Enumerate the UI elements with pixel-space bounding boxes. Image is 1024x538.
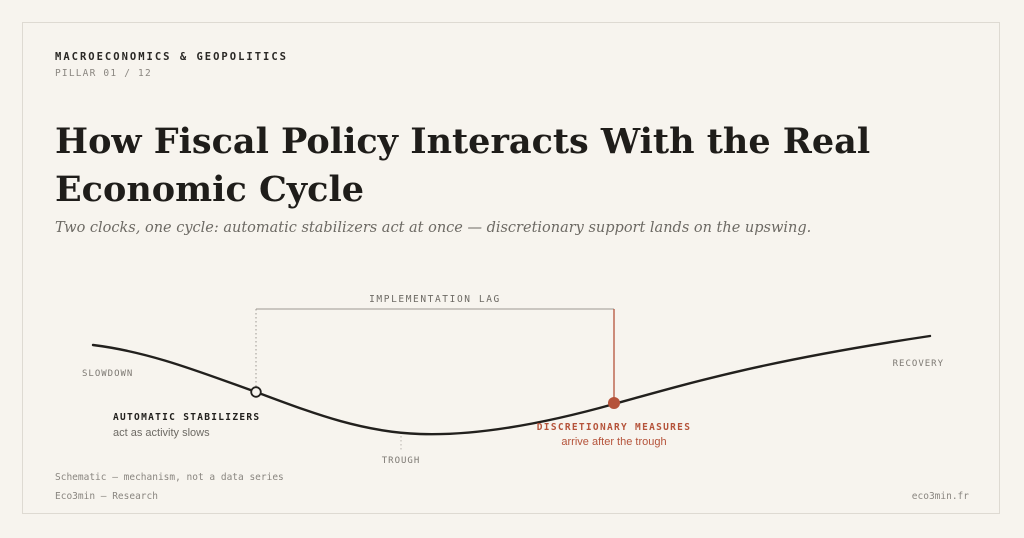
trough-label: TROUGH: [382, 456, 421, 466]
recovery-label: RECOVERY: [893, 359, 944, 369]
implementation-lag-bracket: [255, 308, 615, 400]
page-title: How Fiscal Policy Interacts With the Rea…: [55, 121, 871, 210]
schematic-note: Schematic — mechanism, not a data series: [55, 472, 284, 483]
kicker-label: MACROECONOMICS & GEOPOLITICS: [55, 51, 289, 63]
discretionary-point: [608, 397, 620, 409]
economic-cycle-curve: [91, 334, 932, 436]
stabilizers-caption: act as activity slows: [113, 427, 210, 439]
discretionary-caption: arrive after the trough: [561, 436, 666, 448]
footer-site-link[interactable]: eco3min.fr: [911, 491, 969, 502]
pillar-label: PILLAR 01 / 12: [55, 68, 152, 79]
stabilizers-point: [250, 386, 262, 398]
implementation-lag-label: IMPLEMENTATION LAG: [369, 294, 501, 305]
footer-brand: Eco3min — Research: [55, 491, 158, 502]
page-subtitle: Two clocks, one cycle: automatic stabili…: [55, 220, 812, 236]
discretionary-title: DISCRETIONARY MEASURES: [537, 422, 691, 433]
slowdown-label: SLOWDOWN: [82, 369, 133, 379]
card-frame: [22, 22, 1000, 514]
stabilizers-title: AUTOMATIC STABILIZERS: [113, 412, 260, 423]
